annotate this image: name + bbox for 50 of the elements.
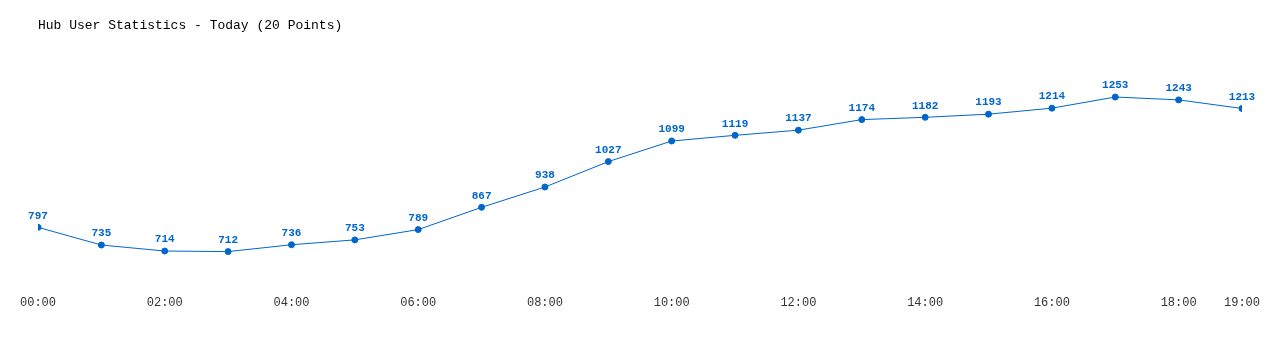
data-label: 714 (154, 233, 176, 246)
data-label: 1253 (1102, 79, 1129, 92)
x-tick-label: 02:00 (146, 295, 183, 310)
data-label: 1214 (1038, 90, 1066, 103)
x-tick-label: 06:00 (400, 295, 437, 310)
point (1111, 93, 1119, 101)
chart-title: Hub User Statistics - Today (20 Points) (38, 18, 343, 34)
data-label: 1174 (848, 101, 876, 114)
point (161, 247, 169, 255)
data-label: 735 (91, 227, 112, 240)
x-tick-label: 18:00 (1160, 295, 1197, 310)
point (351, 236, 359, 244)
data-label: 753 (344, 222, 366, 235)
point (1048, 104, 1056, 112)
data-label: 1213 (1228, 90, 1256, 103)
data-label: 1243 (1165, 82, 1193, 95)
data-label: 938 (535, 169, 556, 182)
point (478, 203, 486, 211)
point (224, 248, 232, 256)
x-tick-label: 08:00 (526, 295, 563, 310)
point (731, 131, 739, 139)
point (414, 226, 422, 234)
data-label: 712 (218, 233, 239, 246)
x-tick-label: 10:00 (653, 295, 690, 310)
data-label: 1137 (785, 112, 812, 125)
data-label: 789 (408, 211, 429, 224)
x-tick-label: 19:00 (1223, 295, 1260, 310)
data-label: 1099 (658, 123, 685, 136)
point (858, 116, 866, 124)
x-tick-label: 00:00 (20, 295, 57, 310)
data-label: 1182 (911, 99, 939, 112)
data-label: 1027 (595, 143, 622, 156)
point (921, 113, 929, 121)
point (287, 241, 295, 249)
point (604, 158, 612, 166)
data-label: 1193 (975, 96, 1003, 109)
x-tick-label: 04:00 (273, 295, 310, 310)
point (1175, 96, 1183, 104)
point (541, 183, 549, 191)
point (985, 110, 993, 118)
x-tick-label: 16:00 (1033, 295, 1070, 310)
x-tick-label: 14:00 (907, 295, 944, 310)
data-label: 797 (28, 209, 48, 222)
x-tick-label: 12:00 (780, 295, 817, 310)
data-label: 1119 (721, 117, 749, 130)
data-label: 867 (471, 189, 492, 202)
point (668, 137, 676, 145)
data-label: 736 (281, 227, 302, 240)
point (794, 126, 802, 134)
point (97, 241, 105, 249)
